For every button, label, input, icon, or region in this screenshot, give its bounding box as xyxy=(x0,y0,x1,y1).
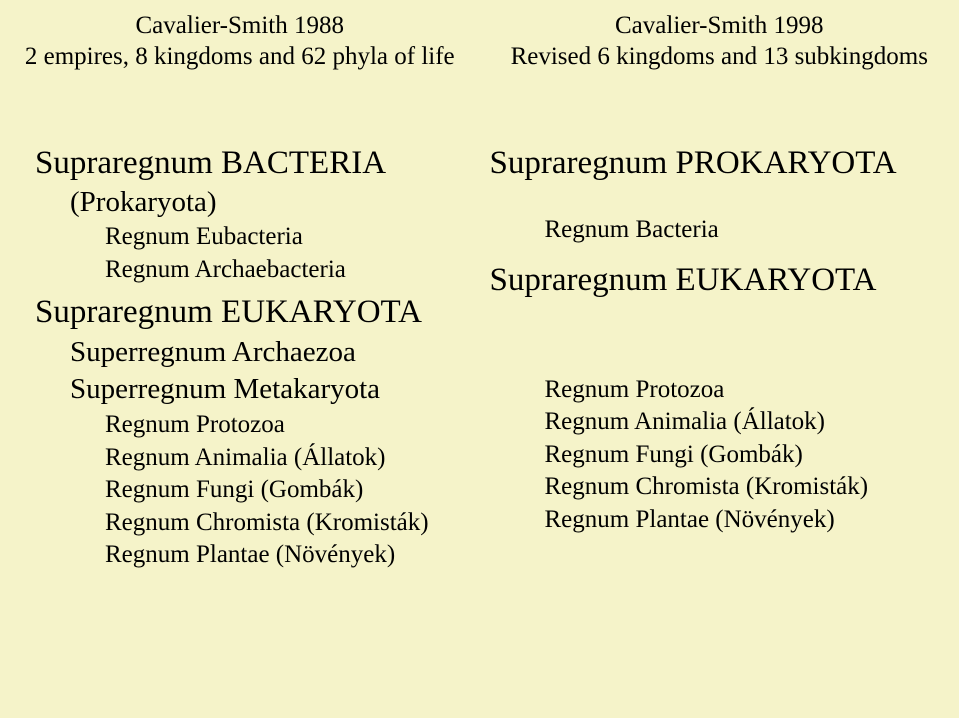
left-heading-line1: Cavalier-Smith 1988 xyxy=(0,10,480,41)
right-taxon-10: Regnum Plantae (Növények) xyxy=(490,504,959,537)
left-taxon-10: Regnum Chromista (Kromisták) xyxy=(35,507,480,540)
right-heading: Cavalier-Smith 1998 Revised 6 kingdoms a… xyxy=(480,10,959,73)
left-taxon-2: Regnum Eubacteria xyxy=(35,221,480,254)
right-taxon-0: Supraregnum PROKARYOTA xyxy=(490,143,959,184)
left-taxon-5: Superregnum Archaezoa xyxy=(35,334,480,372)
left-column: Cavalier-Smith 1988 2 empires, 8 kingdom… xyxy=(0,0,480,718)
right-taxa-list: Supraregnum PROKARYOTA Regnum Bacteria Sup… xyxy=(480,143,959,537)
right-taxon-3 xyxy=(490,246,959,254)
left-heading: Cavalier-Smith 1988 2 empires, 8 kingdom… xyxy=(0,10,480,73)
right-taxon-8: Regnum Fungi (Gombák) xyxy=(490,439,959,472)
right-column: Cavalier-Smith 1998 Revised 6 kingdoms a… xyxy=(480,0,959,718)
right-taxon-5 xyxy=(490,302,959,374)
left-heading-line2: 2 empires, 8 kingdoms and 62 phyla of li… xyxy=(0,41,480,72)
right-taxon-4: Supraregnum EUKARYOTA xyxy=(490,260,959,301)
left-taxon-0: Supraregnum BACTERIA xyxy=(35,143,480,184)
right-taxon-9: Regnum Chromista (Kromisták) xyxy=(490,471,959,504)
left-taxon-8: Regnum Animalia (Állatok) xyxy=(35,442,480,475)
right-taxon-1 xyxy=(490,184,959,214)
left-taxa-list: Supraregnum BACTERIA(Prokaryota)Regnum E… xyxy=(0,143,480,572)
left-taxon-6: Superregnum Metakaryota xyxy=(35,371,480,409)
right-taxon-2: Regnum Bacteria xyxy=(490,214,959,247)
left-taxon-7: Regnum Protozoa xyxy=(35,409,480,442)
left-taxon-4: Supraregnum EUKARYOTA xyxy=(35,292,480,333)
left-taxon-3: Regnum Archaebacteria xyxy=(35,254,480,287)
left-taxon-11: Regnum Plantae (Növények) xyxy=(35,539,480,572)
left-taxon-9: Regnum Fungi (Gombák) xyxy=(35,474,480,507)
left-taxon-1: (Prokaryota) xyxy=(35,184,480,222)
right-taxon-6: Regnum Protozoa xyxy=(490,374,959,407)
right-heading-line1: Cavalier-Smith 1998 xyxy=(480,10,959,41)
page: Cavalier-Smith 1988 2 empires, 8 kingdom… xyxy=(0,0,959,718)
right-taxon-7: Regnum Animalia (Állatok) xyxy=(490,406,959,439)
right-heading-line2: Revised 6 kingdoms and 13 subkingdoms xyxy=(480,41,959,72)
